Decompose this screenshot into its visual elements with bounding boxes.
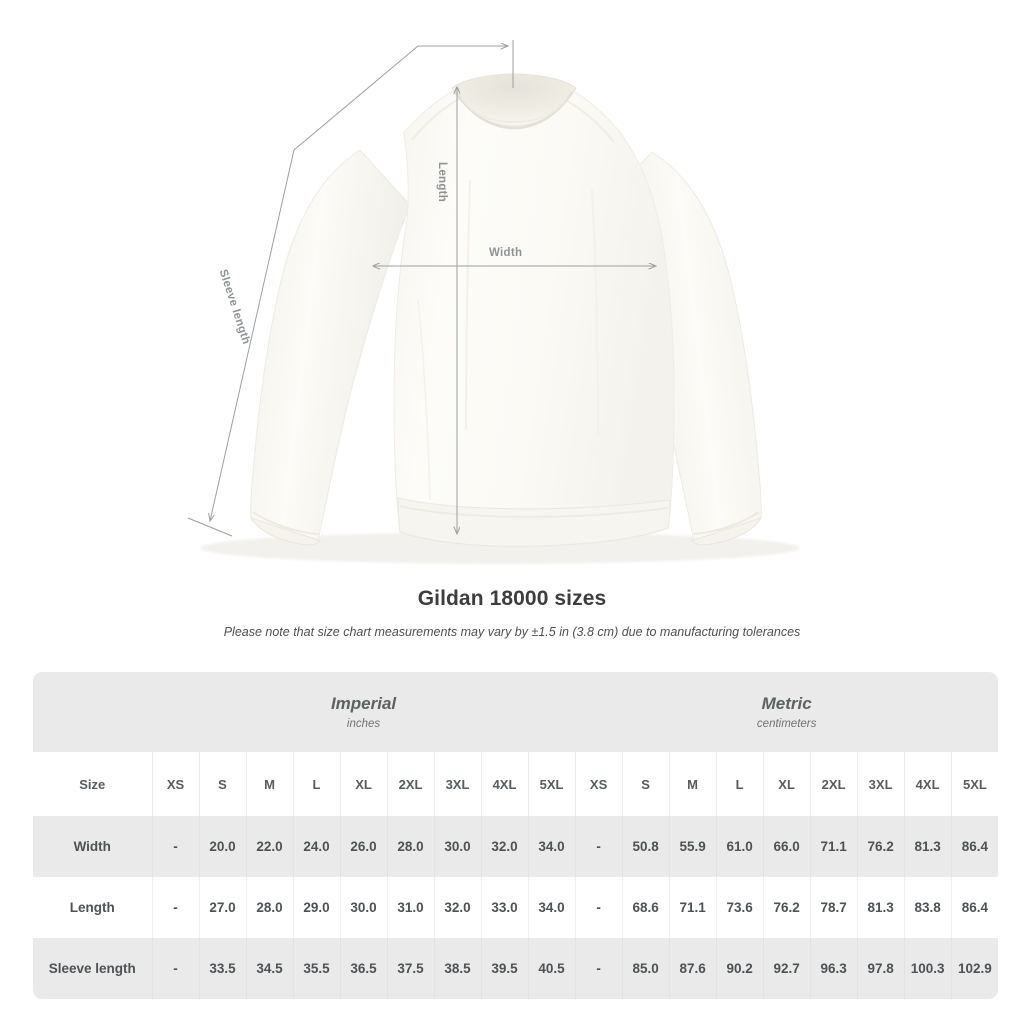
cell-metric-width-m: 55.9 [669,816,717,877]
cell-metric-width-4xl: 81.3 [904,816,952,877]
metric-unit-header-title: Metric [761,693,812,713]
cell-metric-width-xs: - [575,816,623,877]
width-dimension-label: Width [489,247,523,259]
cell-metric-width-xl: 66.0 [763,816,811,877]
size-chart-table: Imperial inches Metric centimeters Size XS S M L… [33,672,999,999]
row-label-width: Width [33,816,153,877]
size-header-metric-xs: XS [575,752,623,816]
cell-metric-sleeve-length-m: 87.6 [669,938,717,999]
cell-metric-width-s: 50.8 [622,816,670,877]
cell-metric-width-5xl: 86.4 [951,816,999,877]
cell-imperial-width-3xl: 30.0 [434,816,482,877]
size-header-imperial-l: L [293,752,341,816]
cell-imperial-sleeve-length-3xl: 38.5 [434,938,482,999]
garment-stage: Length Width Sleeve length [187,40,800,564]
cell-metric-sleeve-length-5xl: 102.9 [951,938,999,999]
imperial-unit-header: Imperial inches [152,672,576,752]
size-header-metric-l: L [716,752,764,816]
cell-imperial-length-5xl: 34.0 [528,877,576,938]
cell-imperial-sleeve-length-2xl: 37.5 [387,938,435,999]
sweatshirt-illustration [200,73,800,564]
page-title: Gildan 18000 sizes [417,587,607,610]
cell-imperial-sleeve-length-xl: 36.5 [340,938,388,999]
cell-metric-length-xl: 76.2 [763,877,811,938]
cell-metric-width-2xl: 71.1 [810,816,858,877]
product-image-panel: Length Width Sleeve length [187,40,800,564]
size-header-imperial-4xl: 4XL [481,752,529,816]
metric-unit-header-subtitle: centimeters [756,718,817,731]
cell-metric-sleeve-length-xs: - [575,938,623,999]
cell-imperial-width-s: 20.0 [199,816,247,877]
cell-metric-width-3xl: 76.2 [857,816,905,877]
cell-imperial-width-5xl: 34.0 [528,816,576,877]
cell-imperial-length-xs: - [152,877,200,938]
size-header-metric-3xl: 3XL [857,752,905,816]
cell-imperial-width-4xl: 32.0 [481,816,529,877]
cell-imperial-length-3xl: 32.0 [434,877,482,938]
size-header-imperial-m: M [246,752,294,816]
cell-metric-sleeve-length-s: 85.0 [622,938,670,999]
cell-metric-length-3xl: 81.3 [857,877,905,938]
cell-imperial-width-2xl: 28.0 [387,816,435,877]
cell-imperial-length-l: 29.0 [293,877,341,938]
cell-imperial-length-xl: 30.0 [340,877,388,938]
cell-metric-sleeve-length-2xl: 96.3 [810,938,858,999]
row-label-length: Length [33,877,153,938]
cell-imperial-width-xs: - [152,816,200,877]
size-header-metric-4xl: 4XL [904,752,952,816]
cell-imperial-width-l: 24.0 [293,816,341,877]
size-header-imperial-2xl: 2XL [387,752,435,816]
size-header-imperial-s: S [199,752,247,816]
cell-metric-sleeve-length-xl: 92.7 [763,938,811,999]
unit-header-row: Imperial inches Metric centimeters [33,672,999,752]
cell-metric-width-l: 61.0 [716,816,764,877]
cell-metric-sleeve-length-l: 90.2 [716,938,764,999]
cell-imperial-width-m: 22.0 [246,816,294,877]
size-chart-table-wrapper: Imperial inches Metric centimeters Size XS S M L… [33,672,999,999]
cell-metric-length-m: 71.1 [669,877,717,938]
tolerance-note: Please note that size chart measurements… [223,625,801,639]
size-header-metric-s: S [622,752,670,816]
imperial-unit-header-subtitle: inches [346,718,381,731]
unit-header-blank [33,672,152,752]
cell-metric-length-4xl: 83.8 [904,877,952,938]
cell-imperial-sleeve-length-m: 34.5 [246,938,294,999]
size-header-imperial-3xl: 3XL [434,752,482,816]
cell-metric-sleeve-length-4xl: 100.3 [904,938,952,999]
cell-imperial-length-s: 27.0 [199,877,247,938]
cell-imperial-sleeve-length-4xl: 39.5 [481,938,529,999]
size-header-metric-5xl: 5XL [951,752,999,816]
cell-metric-length-s: 68.6 [622,877,670,938]
size-header-metric-2xl: 2XL [810,752,858,816]
cell-metric-sleeve-length-3xl: 97.8 [857,938,905,999]
cell-metric-length-l: 73.6 [716,877,764,938]
cell-imperial-sleeve-length-xs: - [152,938,200,999]
cell-imperial-length-m: 28.0 [246,877,294,938]
cell-metric-length-5xl: 86.4 [951,877,999,938]
cell-imperial-sleeve-length-s: 33.5 [199,938,247,999]
table-row: Width -20.0 22.0 24.0 26.0 28.0 30.0 32.0 34.0-5… [33,816,999,877]
row-label-sleeve-length: Sleeve length [33,938,153,999]
size-header-label: Size [33,752,153,816]
metric-unit-header: Metric centimeters [575,672,999,752]
size-header-imperial-5xl: 5XL [528,752,576,816]
table-row: Length -27.0 28.0 29.0 30.0 31.0 32.0 33.0 34.0-… [33,877,999,938]
size-header-row: Size XS S M L XL 2XL 3XL 4XL 5XL XS S M L XL 2XL 3XL 4XL 5… [33,752,999,816]
length-dimension-label: Length [436,162,448,203]
cell-imperial-sleeve-length-5xl: 40.5 [528,938,576,999]
size-header-metric-xl: XL [763,752,811,816]
cell-imperial-length-4xl: 33.0 [481,877,529,938]
cell-imperial-sleeve-length-l: 35.5 [293,938,341,999]
cell-imperial-width-xl: 26.0 [340,816,388,877]
size-header-imperial-xl: XL [340,752,388,816]
title-block: Gildan 18000 sizes Please note that size… [0,585,1024,639]
size-header-imperial-xs: XS [152,752,200,816]
cell-metric-length-2xl: 78.7 [810,877,858,938]
table-row: Sleeve length -33.5 34.5 35.5 36.5 37.5 38.5 39… [33,938,999,999]
size-header-metric-m: M [669,752,717,816]
imperial-unit-header-title: Imperial [330,693,397,713]
cell-metric-length-xs: - [575,877,623,938]
cell-imperial-length-2xl: 31.0 [387,877,435,938]
